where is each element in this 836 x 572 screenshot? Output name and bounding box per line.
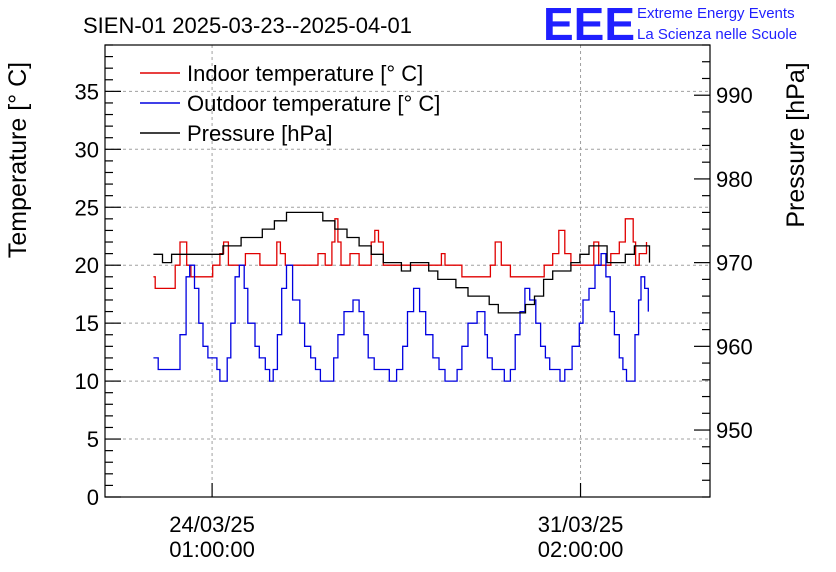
y2-tick-label-970: 970 <box>716 251 753 276</box>
y-tick-label-10: 10 <box>75 369 99 394</box>
y-tick-label-35: 35 <box>75 79 99 104</box>
y2-tick-label-960: 960 <box>716 334 753 359</box>
legend: Indoor temperature [° C] Outdoor temperat… <box>140 61 440 146</box>
y-tick-label-5: 5 <box>87 427 99 452</box>
y-tick-label-0: 0 <box>87 485 99 510</box>
y-tick-label-30: 30 <box>75 137 99 162</box>
x-tick-label-time-1: 02:00:00 <box>538 537 624 562</box>
y-tick-label-15: 15 <box>75 311 99 336</box>
y-tick-label-20: 20 <box>75 253 99 278</box>
eee-logo: EEE Extreme Energy Events La Scienza nel… <box>543 0 797 50</box>
y2-axis-label: Pressure [hPa] <box>782 62 810 227</box>
plot-frame <box>104 44 711 498</box>
series-group <box>153 211 651 382</box>
y2-tick-label-950: 950 <box>716 418 753 443</box>
y2-tick-label-990: 990 <box>716 83 753 108</box>
y-tick-label-25: 25 <box>75 195 99 220</box>
chart-title: SIEN-01 2025-03-23--2025-04-01 <box>83 13 412 38</box>
logo-line2: La Scienza nelle Scuole <box>637 26 797 43</box>
logo-mark: EEE <box>543 0 635 50</box>
x-tick-label-time-0: 01:00:00 <box>169 537 255 562</box>
legend-label-0: Indoor temperature [° C] <box>187 61 423 86</box>
series-line-0 <box>153 218 648 290</box>
y-axis-label: Temperature [° C] <box>4 62 32 258</box>
series-line-2 <box>153 211 651 314</box>
x-tick-label-date-1: 31/03/25 <box>538 512 624 537</box>
y2-tick-label-980: 980 <box>716 167 753 192</box>
axis-ticks: 0 5 10 15 20 25 30 35 950 960 970 980 990 24/03/2501:… <box>75 44 753 562</box>
legend-label-1: Outdoor temperature [° C] <box>187 91 440 116</box>
logo-line1: Extreme Energy Events <box>637 5 795 22</box>
x-tick-label-date-0: 24/03/25 <box>169 512 255 537</box>
series-line-1 <box>153 252 649 382</box>
legend-label-2: Pressure [hPa] <box>187 121 333 146</box>
